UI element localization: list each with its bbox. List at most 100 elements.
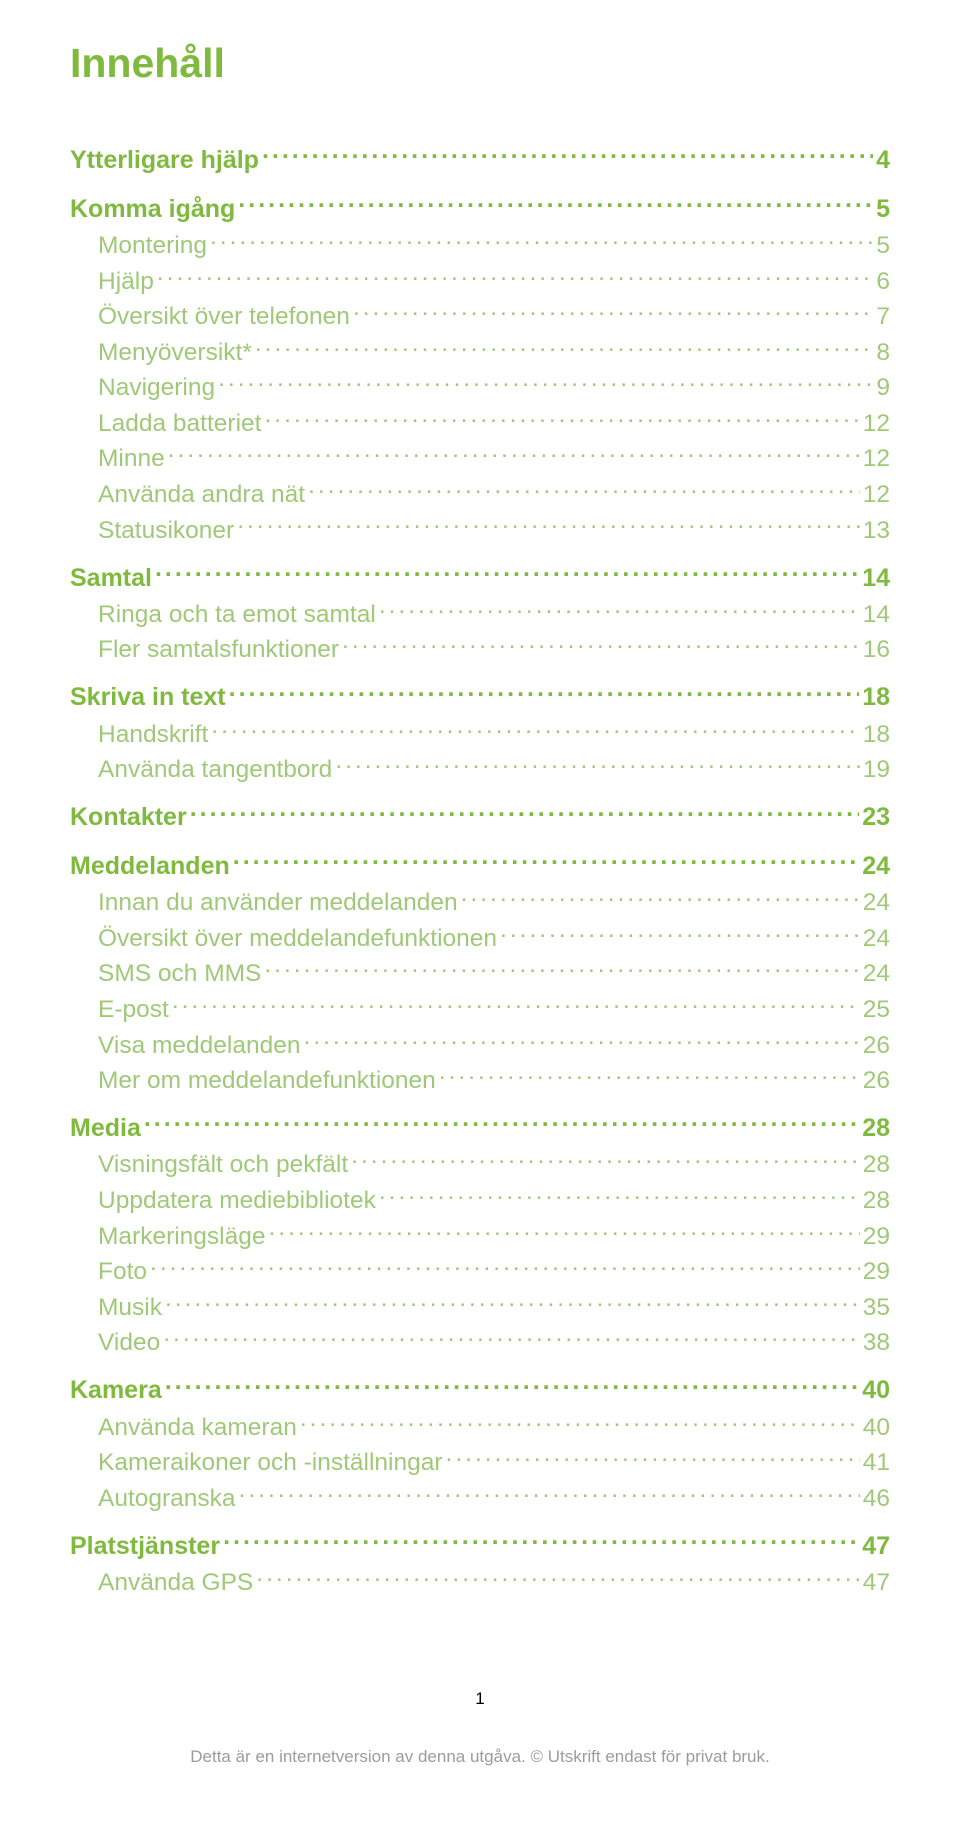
toc-leader-dots — [304, 1028, 860, 1053]
toc-entry[interactable]: Visningsfält och pekfält28 — [70, 1148, 890, 1182]
toc-entry[interactable]: Ytterligare hjälp4 — [70, 143, 890, 178]
toc-leader-dots — [269, 1219, 860, 1244]
toc-label: Samtal — [70, 562, 152, 596]
toc-label: Fler samtalsfunktioner — [98, 633, 339, 666]
toc-leader-dots — [256, 1566, 859, 1591]
toc-label: Använda kameran — [98, 1411, 297, 1444]
toc-entry[interactable]: Fler samtalsfunktioner16 — [70, 633, 890, 667]
toc-entry[interactable]: Uppdatera mediebibliotek 28 — [70, 1184, 890, 1218]
toc-entry[interactable]: Meddelanden24 — [70, 849, 890, 884]
toc-label: Musik — [98, 1291, 162, 1324]
toc-label: Ytterligare hjälp — [70, 144, 259, 178]
toc-label: Video — [98, 1326, 160, 1359]
toc-page: 24 — [863, 957, 890, 990]
toc-label: Kameraikoner och -inställningar — [98, 1446, 443, 1479]
toc-page: 19 — [863, 753, 890, 786]
toc-leader-dots — [155, 561, 859, 586]
toc-entry[interactable]: SMS och MMS 24 — [70, 957, 890, 991]
toc-entry[interactable]: Markeringsläge29 — [70, 1219, 890, 1253]
toc-page: 24 — [862, 850, 890, 884]
toc-entry[interactable]: Montering5 — [70, 229, 890, 263]
toc-page: 23 — [862, 801, 890, 835]
toc-entry[interactable]: Foto29 — [70, 1255, 890, 1289]
toc-page: 25 — [863, 993, 890, 1026]
toc-label: Översikt över telefonen — [98, 300, 350, 333]
toc-page: 26 — [863, 1029, 890, 1062]
toc-entry[interactable]: Ringa och ta emot samtal14 — [70, 597, 890, 631]
toc-entry[interactable]: Minne12 — [70, 442, 890, 476]
toc-page: 26 — [863, 1064, 890, 1097]
toc-page: 6 — [876, 265, 890, 298]
toc-entry[interactable]: Mer om meddelandefunktionen 26 — [70, 1064, 890, 1098]
toc-leader-dots — [223, 1529, 859, 1554]
toc-leader-dots — [190, 800, 860, 825]
toc-leader-dots — [264, 406, 859, 431]
toc-entry[interactable]: Statusikoner13 — [70, 513, 890, 547]
toc-entry[interactable]: Använda kameran 40 — [70, 1410, 890, 1444]
toc-leader-dots — [308, 477, 860, 502]
toc-entry[interactable]: Kontakter23 — [70, 800, 890, 835]
toc-page: 35 — [863, 1291, 890, 1324]
toc-entry[interactable]: Ladda batteriet12 — [70, 406, 890, 440]
toc-entry[interactable]: Översikt över meddelandefunktionen24 — [70, 921, 890, 955]
toc-leader-dots — [168, 442, 860, 467]
toc-label: Använda tangentbord — [98, 753, 332, 786]
toc-entry[interactable]: Kameraikoner och -inställningar41 — [70, 1446, 890, 1480]
toc-leader-dots — [150, 1255, 860, 1280]
toc-leader-dots — [300, 1410, 860, 1435]
toc-label: Handskrift — [98, 718, 208, 751]
toc-page: 8 — [876, 336, 890, 369]
toc-entry[interactable]: Navigering9 — [70, 371, 890, 405]
toc-entry[interactable]: E-post 25 — [70, 993, 890, 1027]
toc-page: 28 — [863, 1148, 890, 1181]
toc-entry[interactable]: Innan du använder meddelanden24 — [70, 886, 890, 920]
toc-entry[interactable]: Kamera40 — [70, 1373, 890, 1408]
toc-label: SMS och MMS — [98, 957, 261, 990]
toc-leader-dots — [342, 633, 860, 658]
toc-leader-dots — [172, 993, 860, 1018]
toc-entry[interactable]: Använda tangentbord 19 — [70, 753, 890, 787]
toc-page: 12 — [863, 442, 890, 475]
toc-leader-dots — [218, 371, 873, 396]
toc-leader-dots — [353, 300, 873, 325]
toc-entry[interactable]: Platstjänster47 — [70, 1529, 890, 1564]
toc-leader-dots — [237, 513, 860, 538]
toc-leader-dots — [165, 1373, 859, 1398]
toc-page: 40 — [863, 1411, 890, 1444]
toc-label: Markeringsläge — [98, 1220, 266, 1253]
toc-page: 5 — [876, 193, 890, 227]
toc-leader-dots — [238, 192, 873, 217]
toc-entry[interactable]: Video38 — [70, 1326, 890, 1360]
toc-leader-dots — [351, 1148, 860, 1173]
toc-label: Ringa och ta emot samtal — [98, 598, 376, 631]
toc-leader-dots — [379, 1184, 860, 1209]
toc-entry[interactable]: Visa meddelanden26 — [70, 1028, 890, 1062]
toc-page: 46 — [863, 1482, 890, 1515]
toc-leader-dots — [446, 1446, 860, 1471]
toc-entry[interactable]: Samtal14 — [70, 561, 890, 596]
toc-page: 28 — [863, 1184, 890, 1217]
toc-leader-dots — [439, 1064, 860, 1089]
toc-entry[interactable]: Komma igång5 — [70, 192, 890, 227]
toc-leader-dots — [165, 1290, 860, 1315]
toc-entry[interactable]: Använda GPS47 — [70, 1566, 890, 1600]
toc-label: E-post — [98, 993, 169, 1026]
toc-page: 5 — [876, 229, 890, 262]
toc-entry[interactable]: Menyöversikt*8 — [70, 335, 890, 369]
toc-entry[interactable]: Media28 — [70, 1111, 890, 1146]
toc-label: Innan du använder meddelanden — [98, 886, 458, 919]
toc-entry[interactable]: Musik 35 — [70, 1290, 890, 1324]
toc-label: Uppdatera mediebibliotek — [98, 1184, 376, 1217]
toc-label: Mer om meddelandefunktionen — [98, 1064, 436, 1097]
toc-label: Autogranska — [98, 1482, 236, 1515]
toc-entry[interactable]: Hjälp6 — [70, 264, 890, 298]
toc-entry[interactable]: Autogranska 46 — [70, 1481, 890, 1515]
toc-page: 28 — [862, 1112, 890, 1146]
toc-page: 29 — [863, 1255, 890, 1288]
toc-leader-dots — [239, 1481, 860, 1506]
toc-entry[interactable]: Använda andra nät12 — [70, 477, 890, 511]
toc-label: Platstjänster — [70, 1530, 220, 1564]
toc-entry[interactable]: Skriva in text18 — [70, 680, 890, 715]
toc-entry[interactable]: Översikt över telefonen7 — [70, 300, 890, 334]
toc-entry[interactable]: Handskrift18 — [70, 717, 890, 751]
